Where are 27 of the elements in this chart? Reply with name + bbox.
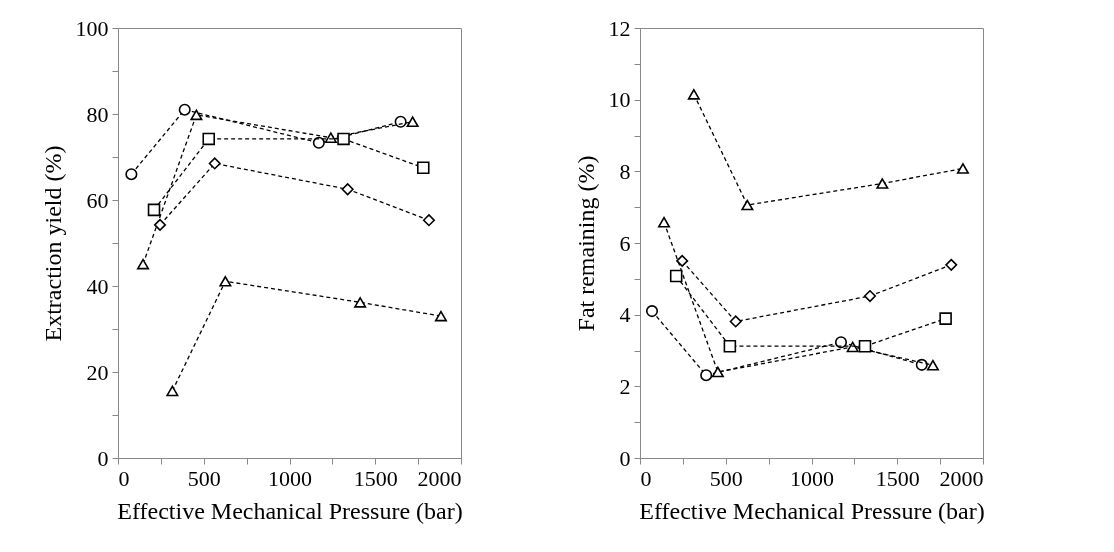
- y-tick-label: 60: [86, 187, 109, 213]
- y-tick-label: 2: [619, 373, 631, 399]
- y-tick-label: 20: [86, 359, 109, 385]
- x-tick-label: 2000: [939, 465, 984, 491]
- y-tick-label: 100: [75, 15, 109, 41]
- x-tick-label: 500: [709, 465, 743, 491]
- x-axis-title: Effective Mechanical Pressure (bar): [639, 497, 985, 524]
- x-tick-label: 500: [187, 465, 221, 491]
- y-tick-label: 12: [608, 15, 631, 41]
- y-axis-title: Extraction yield (%): [39, 145, 66, 342]
- x-axis-title: Effective Mechanical Pressure (bar): [117, 497, 463, 524]
- y-tick-label: 4: [619, 302, 631, 328]
- x-tick-label: 1500: [353, 465, 398, 491]
- y-tick-label: 80: [86, 101, 109, 127]
- x-tick-label: 1500: [875, 465, 920, 491]
- x-tick-label: 2000: [417, 465, 462, 491]
- y-tick-label: 0: [97, 445, 109, 471]
- y-tick-label: 40: [86, 273, 109, 299]
- y-axis-title: Fat remaining (%): [572, 155, 599, 332]
- x-tick-label: 0: [118, 465, 130, 491]
- y-tick-label: 0: [619, 445, 631, 471]
- y-tick-label: 10: [608, 87, 631, 113]
- x-tick-label: 1000: [790, 465, 834, 491]
- x-tick-label: 1000: [268, 465, 312, 491]
- y-tick-label: 8: [619, 158, 631, 184]
- y-tick-label: 6: [619, 230, 631, 256]
- x-tick-label: 0: [640, 465, 652, 491]
